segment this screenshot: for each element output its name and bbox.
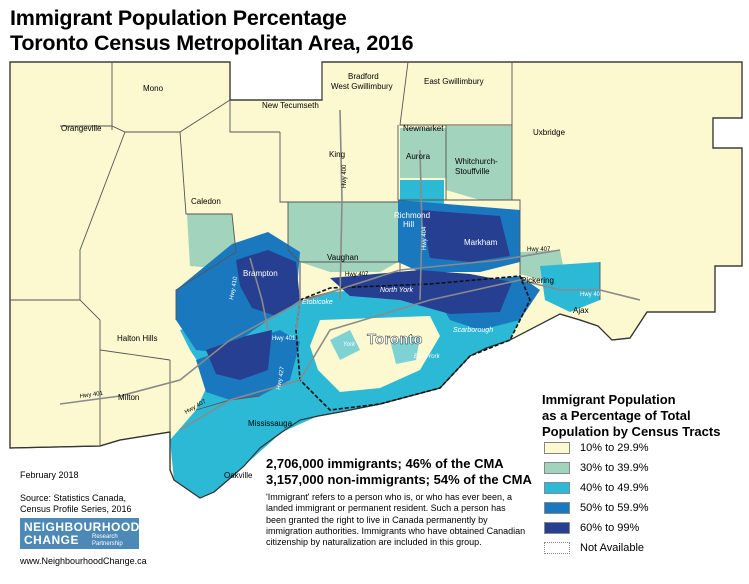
- logo-line-1: NEIGHBOURHOOD: [24, 520, 140, 534]
- legend-item-50-59: 50% to 59.9%: [544, 501, 649, 515]
- legend-swatch: [544, 442, 570, 454]
- label-hwy401-b: Hwy 401: [580, 292, 604, 298]
- label-hill: Hill: [403, 220, 414, 229]
- legend-swatch: [544, 522, 570, 534]
- region-60-99-markham: [420, 210, 510, 262]
- label-stouffville: Stouffville: [455, 167, 490, 176]
- region-downtown-40b: [390, 336, 420, 364]
- legend-title-line-3: Population by Census Tracts: [542, 424, 721, 439]
- label-king: King: [329, 150, 345, 159]
- source-note: Source: Statistics Canada, Census Profil…: [20, 493, 132, 515]
- label-aurora: Aurora: [406, 152, 431, 161]
- label-markham: Markham: [464, 238, 498, 247]
- definition-note: 'Immigrant' refers to a person who is, o…: [266, 492, 526, 548]
- website-url[interactable]: www.NeighbourhoodChange.ca: [20, 556, 147, 566]
- label-etobicoke: Etobicoke: [302, 299, 333, 306]
- legend-label: 30% to 39.9%: [580, 462, 649, 474]
- label-hwy410: Hwy 410: [229, 276, 239, 301]
- label-hwy427: Hwy 427: [276, 366, 286, 391]
- label-milton: Milton: [118, 393, 139, 402]
- source-line-1: Source: Statistics Canada,: [20, 493, 127, 503]
- logo-sub-1: Research: [92, 534, 118, 540]
- stats-non-immigrants: 3,157,000 non-immigrants; 54% of the CMA: [266, 472, 532, 487]
- label-scarborough: Scarborough: [453, 327, 493, 334]
- region-downtown-40: [330, 330, 360, 360]
- label-hwy401-a: Hwy 401: [79, 391, 104, 400]
- label-ajax: Ajax: [573, 306, 589, 315]
- label-mississauga: Mississauga: [248, 419, 293, 428]
- municipal-boundaries: [10, 61, 601, 446]
- label-brampton: Brampton: [243, 269, 278, 278]
- label-west-gwillimbury: West Gwillimbury: [331, 82, 393, 91]
- source-line-2: Census Profile Series, 2016: [20, 504, 132, 514]
- label-bradford: Bradford: [348, 72, 379, 81]
- legend: Immigrant Population as a Percentage of …: [542, 392, 742, 554]
- publication-date: February 2018: [20, 470, 79, 480]
- label-hwy400: Hwy 400: [342, 164, 348, 188]
- label-hwy407-a: Hwy 407: [345, 272, 369, 278]
- label-whitchurch: Whitchurch-: [455, 157, 498, 166]
- region-30-39-king-vaughan: [288, 202, 398, 272]
- neighbourhood-change-logo: NEIGHBOURHOOD CHANGE Research Partnershi…: [20, 518, 139, 549]
- legend-label: 50% to 59.9%: [580, 502, 649, 514]
- label-hwy404: Hwy 404: [422, 226, 428, 250]
- legend-label: Not Available: [580, 542, 645, 554]
- label-north-york: North York: [380, 287, 413, 294]
- legend-label: 40% to 49.9%: [580, 482, 649, 494]
- label-orangeville: Orangeville: [61, 124, 102, 133]
- legend-label: 60% to 99%: [580, 522, 640, 534]
- legend-swatch: [544, 542, 570, 554]
- legend-title-line-1: Immigrant Population: [542, 392, 676, 407]
- cma-outline: [9, 61, 743, 499]
- logo-line-2: CHANGE: [24, 533, 80, 547]
- legend-swatch: [544, 462, 570, 474]
- title-line-1: Immigrant Population Percentage: [10, 6, 347, 30]
- region-60-99-mississauga: [206, 330, 272, 380]
- region-30-39-newmarket: [400, 128, 446, 178]
- stats-immigrants: 2,706,000 immigrants; 46% of the CMA: [266, 456, 504, 471]
- legend-title-line-2: as a Percentage of Total: [542, 408, 691, 423]
- label-toronto: Toronto: [367, 331, 423, 348]
- highways: [59, 109, 641, 431]
- label-mono: Mono: [143, 84, 164, 93]
- legend-item-60-99: 60% to 99%: [544, 521, 639, 535]
- label-uxbridge: Uxbridge: [533, 128, 566, 137]
- label-pickering: Pickering: [521, 276, 554, 285]
- label-vaughan: Vaughan: [327, 253, 358, 262]
- legend-title: Immigrant Population as a Percentage of …: [542, 392, 742, 440]
- label-newmarket: Newmarket: [403, 124, 444, 133]
- legend-swatch: [544, 502, 570, 514]
- legend-swatch: [544, 482, 570, 494]
- label-caledon: Caledon: [191, 197, 221, 206]
- logo-subtitle: Research Partnership: [92, 534, 123, 547]
- legend-item-30-39: 30% to 39.9%: [544, 461, 649, 475]
- label-hwy407-b: Hwy 407: [527, 247, 551, 253]
- label-east-york: East York: [414, 354, 441, 360]
- title-line-2: Toronto Census Metropolitan Area, 2016: [10, 31, 414, 55]
- legend-item-not-available: Not Available: [544, 541, 644, 555]
- label-oakville: Oakville: [224, 471, 253, 480]
- label-richmond: Richmond: [394, 211, 430, 220]
- region-40-49-pickering: [540, 262, 600, 312]
- legend-label: 10% to 29.9%: [580, 442, 649, 454]
- map-title: Immigrant Population Percentage Toronto …: [10, 6, 414, 56]
- logo-sub-2: Partnership: [92, 540, 123, 547]
- label-new-tecumseth: New Tecumseth: [262, 101, 319, 110]
- immigrant-stats: 2,706,000 immigrants; 46% of the CMA 3,1…: [266, 456, 532, 488]
- label-hwy401-c: Hwy 401: [272, 336, 296, 342]
- region-30-39-stouffville: [446, 126, 512, 200]
- label-york: York: [343, 342, 356, 348]
- place-labels: Mono Bradford West Gwillimbury East Gwil…: [61, 72, 589, 480]
- legend-item-10-29: 10% to 29.9%: [544, 441, 649, 455]
- label-east-gwillimbury: East Gwillimbury: [424, 77, 484, 86]
- label-halton-hills: Halton Hills: [117, 334, 157, 343]
- legend-item-40-49: 40% to 49.9%: [544, 481, 649, 495]
